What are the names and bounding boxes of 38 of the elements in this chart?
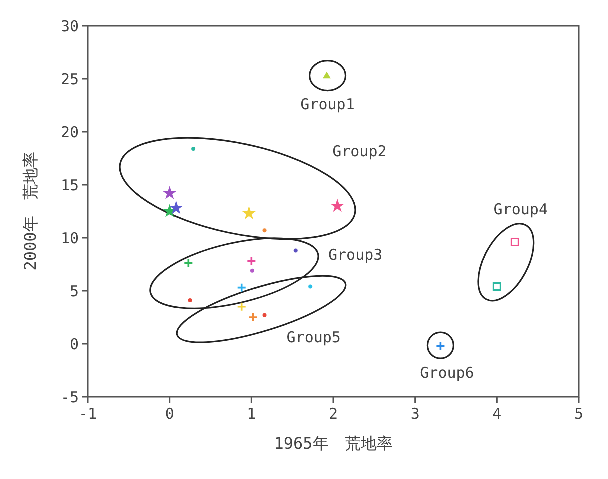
- annotation: Group4: [494, 200, 548, 219]
- point: [250, 268, 254, 273]
- x-tick-label: 3: [410, 405, 420, 423]
- y-tick-label: 0: [70, 335, 79, 354]
- annotation: Group2: [332, 142, 387, 160]
- point: [188, 298, 192, 303]
- point: [322, 72, 331, 79]
- x-tick-label: 4: [492, 405, 502, 423]
- x-tick-label: 1: [247, 405, 256, 423]
- point: [236, 282, 247, 293]
- annotation: Group6: [420, 364, 474, 382]
- point: [510, 238, 520, 246]
- y-tick-label: -5: [60, 388, 79, 406]
- y-axis-title: 2000年 荒地率: [21, 152, 40, 271]
- x-tick-label: -1: [78, 405, 98, 423]
- point: [248, 312, 258, 322]
- annotation: Group3: [328, 246, 383, 264]
- point: [294, 248, 298, 253]
- point: [308, 284, 313, 289]
- y-tick-label: 20: [60, 123, 79, 142]
- point: [330, 198, 345, 212]
- point: [492, 282, 502, 292]
- point: [262, 313, 267, 318]
- x-tick-label: 5: [574, 405, 584, 423]
- point: [162, 186, 177, 200]
- annotation: Group5: [286, 328, 341, 346]
- y-tick-label: 15: [60, 176, 79, 194]
- x-tick-label: 2: [328, 405, 338, 423]
- point: [169, 201, 184, 214]
- y-tick-label: 5: [70, 282, 79, 300]
- point: [246, 256, 257, 266]
- y-tick-label: 25: [60, 70, 79, 88]
- x-tick-label: 0: [165, 405, 174, 423]
- y-tick-label: 10: [60, 229, 79, 248]
- annotation: Group1: [300, 96, 355, 114]
- point: [192, 146, 196, 151]
- y-tick-label: 30: [60, 17, 79, 36]
- x-axis-title: 1965年 荒地率: [274, 434, 393, 453]
